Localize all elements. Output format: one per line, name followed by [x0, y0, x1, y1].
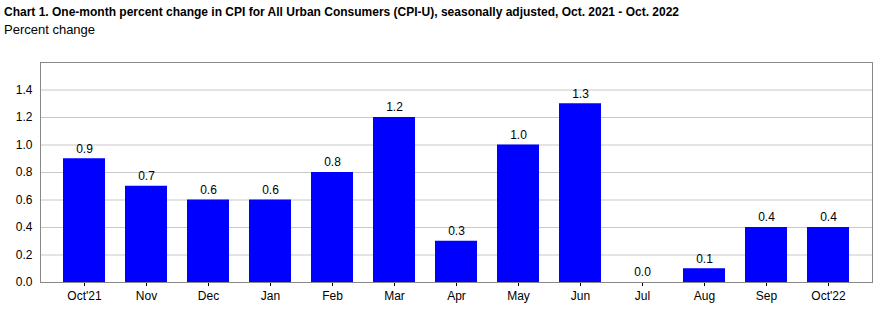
- svg-text:Apr: Apr: [447, 289, 466, 303]
- svg-text:0.0: 0.0: [634, 265, 651, 279]
- svg-text:0.0: 0.0: [16, 275, 33, 289]
- svg-text:1.3: 1.3: [572, 87, 589, 101]
- svg-text:1.2: 1.2: [16, 110, 33, 124]
- svg-text:0.8: 0.8: [324, 155, 341, 169]
- svg-text:0.4: 0.4: [16, 220, 33, 234]
- svg-text:0.9: 0.9: [76, 142, 93, 156]
- svg-text:Sep: Sep: [756, 289, 778, 303]
- svg-text:0.6: 0.6: [16, 193, 33, 207]
- svg-text:0.1: 0.1: [696, 252, 713, 266]
- svg-text:0.7: 0.7: [138, 169, 155, 183]
- svg-text:0.6: 0.6: [262, 183, 279, 197]
- svg-text:Oct'21: Oct'21: [67, 289, 102, 303]
- svg-text:1.2: 1.2: [386, 100, 403, 114]
- svg-text:0.4: 0.4: [758, 210, 775, 224]
- svg-text:May: May: [507, 289, 530, 303]
- svg-text:0.2: 0.2: [16, 248, 33, 262]
- svg-text:1.0: 1.0: [16, 138, 33, 152]
- svg-text:Jan: Jan: [261, 289, 280, 303]
- svg-text:0.8: 0.8: [16, 165, 33, 179]
- svg-text:Jun: Jun: [571, 289, 590, 303]
- svg-text:Dec: Dec: [198, 289, 219, 303]
- svg-text:0.6: 0.6: [200, 183, 217, 197]
- svg-text:Oct'22: Oct'22: [811, 289, 846, 303]
- svg-text:Mar: Mar: [384, 289, 405, 303]
- html-text:Chart 1. One-month percent cha: Chart 1. One-month percent change in CPI…: [4, 5, 679, 19]
- svg-text:1.0: 1.0: [510, 128, 527, 142]
- svg-text:Aug: Aug: [694, 289, 715, 303]
- svg-text:Jul: Jul: [635, 289, 650, 303]
- html-text:Percent change: Percent change: [4, 22, 96, 37]
- svg-text:0.4: 0.4: [820, 210, 837, 224]
- svg-text:Nov: Nov: [136, 289, 157, 303]
- svg-text:Feb: Feb: [322, 289, 343, 303]
- svg-text:0.3: 0.3: [448, 224, 465, 238]
- svg-text:1.4: 1.4: [16, 83, 33, 97]
